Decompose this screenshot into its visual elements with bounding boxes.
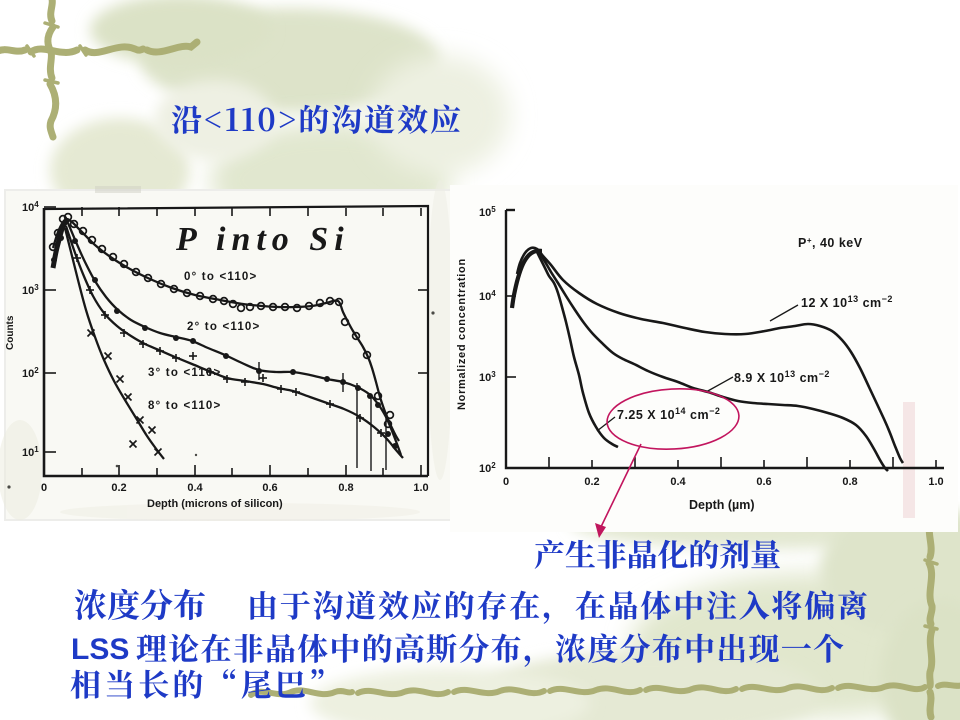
svg-text:2° to <110>: 2° to <110> (187, 321, 260, 333)
svg-text:0.2: 0.2 (111, 482, 126, 494)
svg-text:0.4: 0.4 (187, 482, 203, 494)
svg-text:0.6: 0.6 (756, 476, 771, 488)
svg-text:8° to <110>: 8° to <110> (148, 400, 221, 412)
svg-text:3° to <110>: 3° to <110> (148, 367, 221, 379)
svg-text:12 X 1013 cm−2: 12 X 1013 cm−2 (801, 294, 893, 310)
svg-text:8.9 X 1013 cm−2: 8.9 X 1013 cm−2 (734, 369, 830, 385)
svg-text:Depth (microns of silicon): Depth (microns of silicon) (147, 498, 283, 510)
svg-text:0.6: 0.6 (262, 482, 277, 494)
svg-text:P into Si: P into Si (175, 221, 350, 258)
svg-text:0.4: 0.4 (670, 476, 686, 488)
svg-text:P+, 40 keV: P+, 40 keV (798, 236, 863, 250)
svg-text:0.8: 0.8 (842, 476, 857, 488)
svg-text:LSS: LSS (71, 633, 129, 666)
svg-text:1.0: 1.0 (413, 482, 428, 494)
svg-text:Normalized concentration: Normalized concentration (456, 258, 468, 410)
svg-text:0: 0 (41, 482, 47, 494)
svg-text:0.2: 0.2 (584, 476, 599, 488)
svg-text:Counts: Counts (5, 315, 16, 350)
svg-text:7.25 X 1014 cm−2: 7.25 X 1014 cm−2 (617, 406, 720, 422)
svg-text:1.0: 1.0 (928, 476, 943, 488)
svg-text:0.8: 0.8 (338, 482, 353, 494)
svg-text:0: 0 (503, 476, 509, 488)
svg-text:Depth (µm): Depth (µm) (689, 498, 755, 512)
svg-text:0° to <110>: 0° to <110> (184, 271, 257, 283)
